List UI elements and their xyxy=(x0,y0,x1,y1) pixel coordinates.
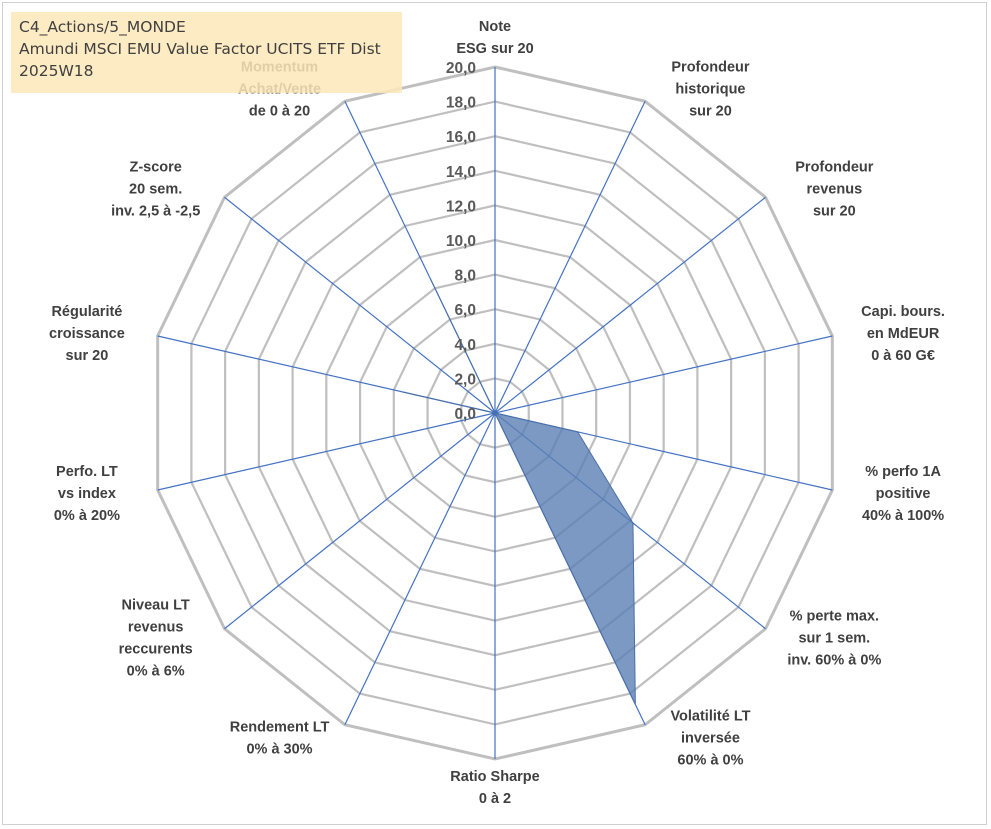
tick-label: 0,0 xyxy=(454,406,476,423)
axis-label-line: Profondeur xyxy=(671,60,749,76)
axis-label-line: sur 20 xyxy=(689,104,732,120)
axis-label-line: Capi. bours. xyxy=(861,304,945,320)
tick-label: 10,0 xyxy=(446,233,476,250)
title-fund-name: Amundi MSCI EMU Value Factor UCITS ETF D… xyxy=(19,40,381,58)
axis-spoke xyxy=(494,101,646,414)
axis-label-line: Ratio Sharpe xyxy=(450,769,539,785)
axis-label-line: Note xyxy=(479,19,511,35)
axis-label: Capi. bours. en MdEUR 0 à 60 G€ xyxy=(861,304,945,364)
axis-label: Z-score 20 sem. inv. 2,5 à -2,5 xyxy=(111,160,200,220)
axis-label-line: % perfo 1A xyxy=(865,464,941,480)
radar-series xyxy=(402,278,636,705)
axis-label: Rendement LT 0% à 30% xyxy=(230,719,330,757)
axis-label: Profondeur historique sur 20 xyxy=(671,60,749,120)
axis-label-line: inv. 60% à 0% xyxy=(787,652,881,668)
axis-label-line: sur 20 xyxy=(813,204,856,220)
axis-label: Régularité croissance sur 20 xyxy=(49,304,125,364)
tick-label: 12,0 xyxy=(446,198,476,215)
axis-label-line: en MdEUR xyxy=(867,326,940,342)
axis-label-line: 0% à 30% xyxy=(246,741,312,757)
axis-label-line: vs index xyxy=(58,486,116,502)
title-box: C4_Actions/5_MONDE Amundi MSCI EMU Value… xyxy=(11,12,402,93)
axis-label-line: % perte max. xyxy=(790,608,879,624)
axis-label-line: revenus xyxy=(128,619,184,635)
axis-label-line: ESG sur 20 xyxy=(456,41,533,57)
axis-spoke xyxy=(224,412,496,630)
axis-label: % perte max. sur 1 sem. inv. 60% à 0% xyxy=(787,608,881,668)
axis-label-line: inv. 2,5 à -2,5 xyxy=(111,204,200,220)
axis-label-line: inversée xyxy=(681,730,740,746)
axis-label-line: sur 20 xyxy=(66,348,109,364)
axis-label-line: historique xyxy=(675,82,745,98)
axis-label-line: 0 à 60 G€ xyxy=(871,348,935,364)
axis-label-line: reccurents xyxy=(119,641,193,657)
axis-label-line: sur 1 sem. xyxy=(798,630,870,646)
series-area xyxy=(402,278,636,705)
axis-spoke xyxy=(224,196,496,414)
axis-label-line: positive xyxy=(876,486,931,502)
axis-label-line: Régularité xyxy=(51,304,122,320)
axis-spoke xyxy=(494,196,766,414)
axis-label-line: Volatilité LT xyxy=(670,708,750,724)
axis-label-line: 0 à 2 xyxy=(479,791,511,807)
tick-label: 4,0 xyxy=(454,337,476,354)
axis-label: Volatilité LT inversée 60% à 0% xyxy=(670,708,750,768)
axis-spoke xyxy=(344,412,496,725)
axis-label-line: Rendement LT xyxy=(230,719,330,735)
title-category: C4_Actions/5_MONDE xyxy=(19,18,186,36)
axis-label: % perfo 1A positive 40% à 100% xyxy=(862,464,944,524)
axis-label: Profondeur revenus sur 20 xyxy=(795,160,873,220)
tick-label: 14,0 xyxy=(446,164,476,181)
tick-label: 2,0 xyxy=(454,371,476,388)
axis-label-line: Profondeur xyxy=(795,160,873,176)
tick-label: 18,0 xyxy=(446,95,476,112)
axis-label-line: 20 sem. xyxy=(129,182,182,198)
axis-label: Note ESG sur 20 xyxy=(456,19,533,57)
axis-spoke xyxy=(157,412,496,491)
tick-label: 6,0 xyxy=(454,302,476,319)
axis-label-line: Perfo. LT xyxy=(56,464,118,480)
axis-label-line: Z-score xyxy=(129,160,181,176)
axis-label-line: 40% à 100% xyxy=(862,508,944,524)
tick-label: 16,0 xyxy=(446,129,476,146)
tick-label: 8,0 xyxy=(454,268,476,285)
axis-label-line: 60% à 0% xyxy=(677,752,743,768)
axis-label-line: 0% à 20% xyxy=(54,508,120,524)
axis-label-line: revenus xyxy=(807,182,863,198)
axis-label-line: croissance xyxy=(49,326,125,342)
axis-spoke xyxy=(494,335,833,414)
axis-label-line: de 0 à 20 xyxy=(249,104,310,120)
tick-label: 20,0 xyxy=(446,60,476,77)
axis-label: Niveau LT revenus reccurents 0% à 6% xyxy=(119,597,193,679)
radial-tick-labels: 0,0 2,0 4,0 6,0 8,0 10,0 12,0 14,0 16,0 18,0 20,0 xyxy=(446,60,476,423)
title-week: 2025W18 xyxy=(19,62,94,80)
axis-label-line: Niveau LT xyxy=(122,597,190,613)
axis-label: Perfo. LT vs index 0% à 20% xyxy=(54,464,120,524)
axis-label: Ratio Sharpe 0 à 2 xyxy=(450,769,539,807)
axis-label-line: 0% à 6% xyxy=(127,663,185,679)
axis-labels: Note ESG sur 20 Profondeur historique sur 20… xyxy=(49,19,945,807)
